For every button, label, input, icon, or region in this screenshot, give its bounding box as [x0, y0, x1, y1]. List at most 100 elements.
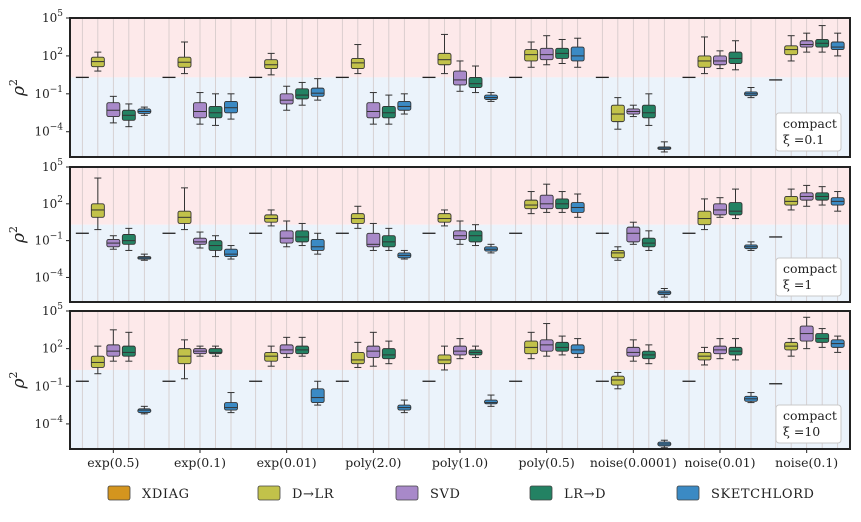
box-svd-noise0.01 — [713, 50, 727, 70]
box-body — [815, 333, 830, 343]
y-tick-base: 10 — [34, 125, 49, 139]
box-body — [279, 230, 294, 244]
y-tick-label: 10−1 — [34, 85, 63, 101]
x-tick-label: noise(0.01) — [685, 455, 756, 470]
y-tick-label: 105 — [42, 9, 63, 25]
box-body — [641, 104, 656, 119]
box-sketchlord-exp0.5 — [137, 405, 152, 415]
box-body — [121, 234, 136, 245]
legend-item: SKETCHLORD — [676, 485, 814, 502]
y-tick-label: 102 — [42, 340, 63, 356]
box-lr-d-exp0.5 — [121, 227, 136, 251]
box-lr-d-poly1.0 — [468, 224, 483, 247]
box-svd-noise0.1 — [799, 316, 814, 350]
box-body — [279, 344, 294, 355]
legend-label: SVD — [430, 487, 461, 502]
box-body — [224, 100, 238, 114]
legend-swatch — [529, 485, 553, 501]
y-tick-exponent: −1 — [50, 377, 63, 387]
box-d-lr-poly0.5 — [524, 41, 539, 68]
annotation-line-2: ξ =1 — [783, 277, 812, 292]
y-tick-label: 102 — [42, 195, 63, 211]
box-sketchlord-poly2.0 — [397, 399, 412, 414]
box-svd-exp0.01 — [279, 85, 294, 111]
box-lr-d-noise0.01 — [728, 40, 743, 71]
box-body — [713, 55, 727, 66]
x-tick-label: noise(0.0001) — [590, 455, 677, 470]
box-lr-d-noise0.01 — [728, 188, 743, 220]
y-tick-label: 10−4 — [34, 268, 63, 284]
box-body — [610, 104, 625, 123]
box-sketchlord-poly0.5 — [570, 338, 585, 358]
box-d-lr-exp0.01 — [264, 52, 279, 76]
annotation-line-1: compact — [783, 408, 837, 423]
box-svd-poly2.0 — [366, 331, 381, 367]
box-sketchlord-exp0.1 — [224, 93, 238, 120]
box-d-lr-noise0.1 — [784, 188, 799, 211]
y-tick-exponent: 2 — [57, 195, 63, 205]
box-svd-poly1.0 — [453, 338, 467, 360]
box-sketchlord-exp0.01 — [310, 232, 325, 255]
box-lr-d-noise0.1 — [815, 328, 830, 348]
box-lr-d-poly2.0 — [381, 94, 396, 125]
box-body — [539, 339, 554, 352]
box-body — [728, 51, 743, 64]
box-d-lr-poly1.0 — [437, 345, 452, 371]
box-d-lr-exp0.5 — [90, 177, 105, 231]
box-svd-noise0.01 — [713, 338, 727, 360]
y-axis-label: ρ2 — [7, 226, 29, 244]
box-svd-exp0.1 — [193, 231, 207, 249]
x-tick-label: exp(0.01) — [257, 455, 317, 470]
box-body — [437, 354, 452, 365]
box-svd-poly0.5 — [539, 323, 554, 357]
box-lr-d-exp0.1 — [208, 93, 223, 126]
box-body — [381, 348, 396, 360]
y-tick-exponent: −4 — [50, 123, 64, 133]
box-body — [224, 402, 238, 411]
x-tick-label: poly(1.0) — [432, 455, 488, 470]
box-body — [570, 46, 585, 62]
box-sketchlord-exp0.01 — [310, 78, 325, 101]
box-d-lr-poly2.0 — [350, 44, 365, 75]
box-body — [784, 45, 799, 56]
box-body — [90, 203, 105, 218]
box-body — [641, 237, 656, 248]
box-body — [279, 93, 294, 105]
box-body — [193, 102, 207, 119]
box-svd-exp0.01 — [279, 336, 294, 358]
y-tick-label: 10−1 — [34, 232, 63, 248]
box-lr-d-noise0.1 — [815, 186, 830, 206]
box-svd-exp0.5 — [106, 329, 121, 362]
annotation-line-1: compact — [783, 261, 837, 276]
box-svd-poly1.0 — [453, 60, 467, 92]
annotation-line-2: ξ =10 — [783, 424, 820, 439]
box-body — [539, 194, 554, 210]
panel-frame — [69, 17, 851, 158]
box-sketchlord-poly1.0 — [484, 92, 498, 102]
box-d-lr-poly0.5 — [524, 191, 539, 215]
box-body — [208, 106, 223, 119]
box-d-lr-exp0.1 — [177, 187, 192, 231]
box-d-lr-exp0.01 — [264, 345, 279, 367]
box-d-lr-poly2.0 — [350, 341, 365, 368]
y-tick-base: 10 — [42, 11, 57, 25]
box-sketchlord-noise0.1 — [830, 335, 845, 353]
box-body — [366, 345, 381, 358]
y-axis-label-base: ρ — [9, 233, 29, 244]
box-lr-d-noise0.0001 — [641, 344, 656, 365]
box-svd-poly0.5 — [539, 183, 554, 213]
box-d-lr-noise0.1 — [784, 338, 799, 357]
box-d-lr-poly1.0 — [437, 33, 452, 75]
x-tick-label: exp(0.1) — [174, 455, 226, 470]
box-body — [121, 345, 136, 357]
box-svd-exp0.1 — [193, 345, 207, 357]
y-tick-base: 10 — [34, 379, 49, 393]
y-tick-base: 10 — [34, 87, 49, 101]
box-body — [799, 40, 814, 48]
box-sketchlord-exp0.5 — [137, 106, 152, 116]
y-tick-label: 10−4 — [34, 123, 63, 139]
box-body — [555, 341, 570, 352]
box-lr-d-exp0.1 — [208, 235, 223, 258]
y-tick-exponent: 2 — [57, 340, 63, 350]
